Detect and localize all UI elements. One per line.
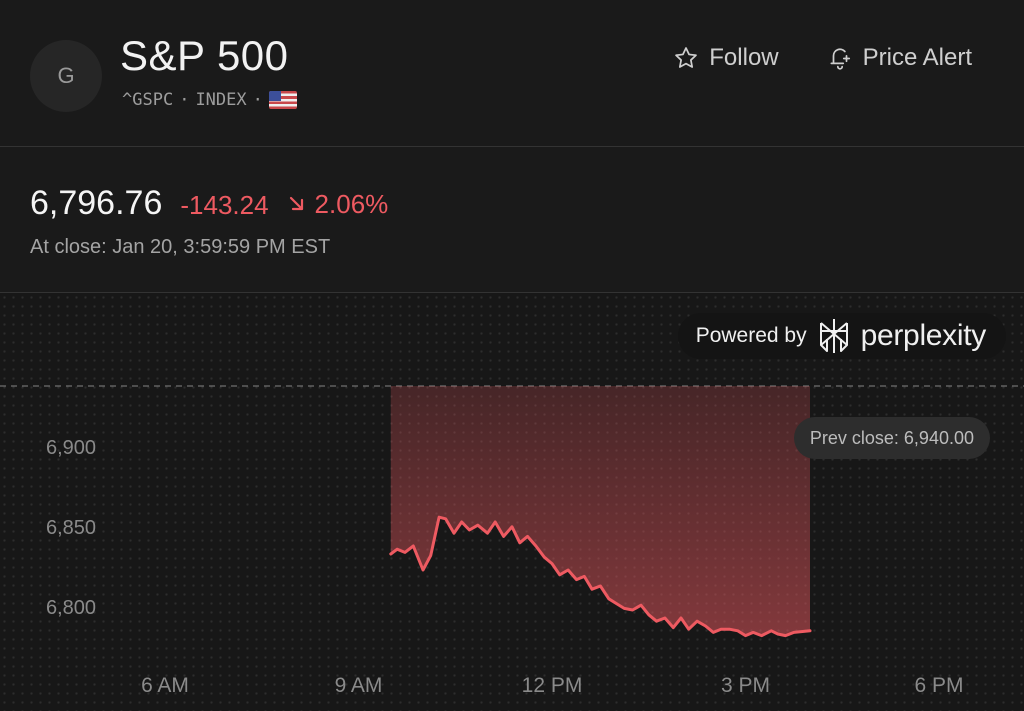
percent-change: 2.06%	[287, 188, 389, 220]
x-axis-tick-label: 3 PM	[720, 674, 771, 697]
ticker-info: ^GSPC · INDEX ·	[122, 90, 297, 110]
prev-close-badge: Prev close: 6,940.00	[793, 417, 990, 459]
price-quote: 6,796.76 -143.24 2.06%	[30, 184, 388, 223]
page-title: S&P 500	[120, 32, 289, 79]
stock-header: G S&P 500 ^GSPC · INDEX · Follow Price A…	[0, 0, 1024, 146]
bell-plus-icon	[830, 48, 850, 70]
x-axis-tick-label: 6 AM	[141, 674, 189, 697]
y-axis-tick-label: 6,800	[46, 597, 97, 619]
header-actions: Follow Price Alert	[673, 44, 972, 72]
perplexity-brand: perplexity	[860, 319, 987, 352]
perplexity-logo-icon	[819, 319, 848, 353]
x-axis-tick-label: 9 AM	[334, 674, 383, 697]
percent-value: 2.06%	[314, 188, 389, 219]
price-line	[389, 515, 812, 638]
powered-by-badge[interactable]: Powered by perplexity	[677, 313, 1006, 359]
follow-button[interactable]: Follow	[673, 44, 779, 72]
y-axis-tick-label: 6,900	[46, 437, 97, 459]
price-alert-button[interactable]: Price Alert	[827, 44, 972, 72]
follow-label: Follow	[709, 44, 779, 71]
divider	[0, 146, 1024, 147]
separator: ·	[252, 90, 263, 110]
chart-area-fill	[390, 386, 810, 636]
divider	[0, 292, 1024, 293]
x-axis-tick-label: 6 PM	[914, 674, 964, 697]
arrow-down-right-icon	[289, 196, 303, 211]
y-axis-tick-label: 6,850	[46, 517, 97, 539]
separator: ·	[179, 90, 190, 110]
price-change: -143.24	[180, 190, 269, 220]
price-chart[interactable]: Powered by perplexity Prev close: 6,940.…	[0, 293, 1024, 711]
close-timestamp: At close: Jan 20, 3:59:59 PM EST	[30, 236, 331, 258]
chart-plot	[0, 385, 1024, 638]
powered-by-label: Powered by	[695, 324, 807, 347]
ticker-symbol: ^GSPC	[122, 90, 174, 110]
price-alert-label: Price Alert	[862, 44, 972, 71]
avatar: G	[30, 40, 102, 112]
market-type: INDEX	[195, 90, 247, 110]
x-axis-tick-label: 12 PM	[521, 674, 583, 697]
star-icon	[675, 47, 698, 68]
us-flag-icon	[268, 91, 297, 109]
current-price: 6,796.76	[30, 184, 163, 222]
